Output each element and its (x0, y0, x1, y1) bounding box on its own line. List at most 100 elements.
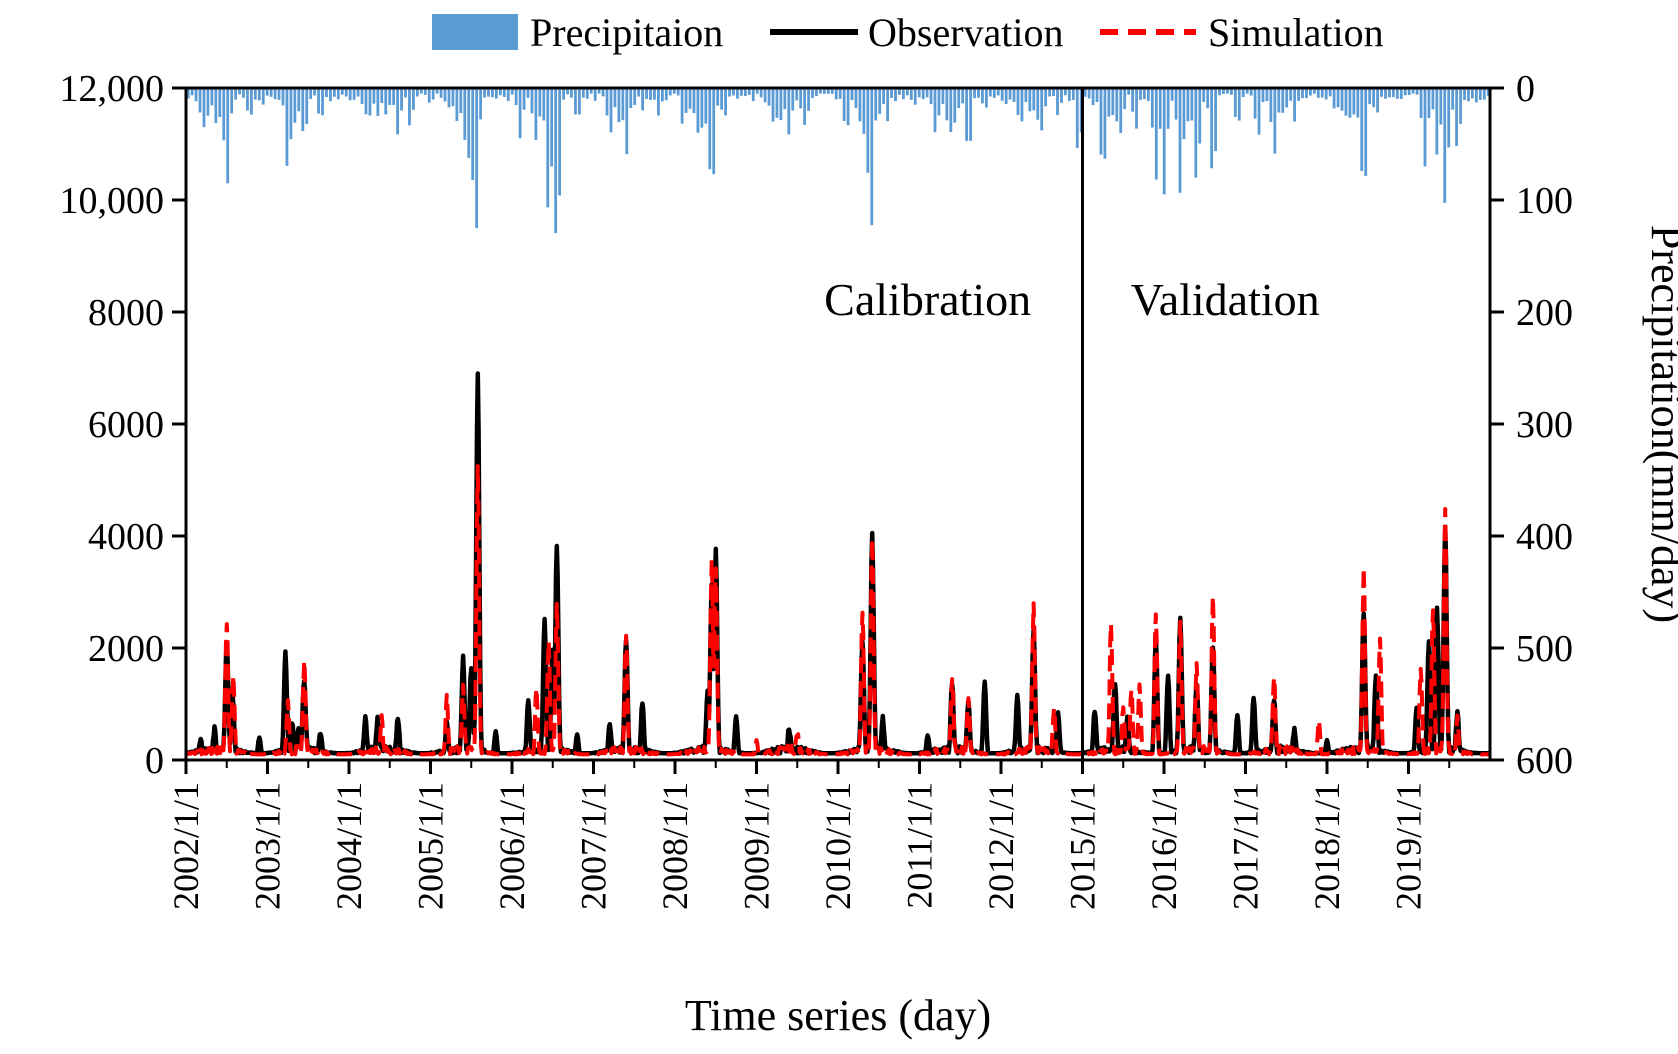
precip-bar (494, 88, 498, 99)
x-tick-label: 2012/1/1 (981, 782, 1021, 910)
precip-bar (589, 88, 593, 94)
precip-bar (1309, 88, 1312, 96)
x-tick-label: 2002/1/1 (166, 782, 206, 910)
precip-bar (1127, 88, 1131, 95)
precip-bar (676, 88, 680, 96)
precip-bar (1455, 88, 1459, 147)
precip-bar (558, 88, 562, 196)
precip-bar (277, 88, 281, 100)
precip-bar (775, 88, 779, 118)
precip-bar (1182, 88, 1186, 140)
precip-bar (380, 88, 384, 104)
precip-bar (562, 88, 565, 100)
precip-bar (1443, 88, 1447, 203)
precip-bar (1139, 88, 1142, 100)
axes (184, 86, 1492, 762)
precip-bar (1233, 88, 1237, 117)
precip-bar (988, 88, 992, 97)
precip-bar (894, 88, 897, 102)
precip-bar (392, 88, 396, 105)
precip-bar (218, 88, 222, 118)
precip-bar (479, 88, 482, 120)
precip-bar (917, 88, 921, 98)
precip-bar (1407, 88, 1411, 95)
precip-bar (1087, 88, 1091, 99)
left-tick-label: 6000 (88, 404, 164, 446)
precip-bar (1399, 88, 1403, 99)
precip-bar (909, 88, 913, 100)
calibration-label: Calibration (824, 274, 1031, 325)
precip-bar (1352, 88, 1356, 115)
precip-bar (929, 88, 933, 105)
precip-bar (518, 88, 522, 139)
precip-bar (637, 88, 641, 97)
precip-bar (250, 88, 253, 115)
precip-bar (767, 88, 771, 106)
precip-bar (384, 88, 388, 115)
precip-bar (1419, 88, 1423, 119)
x-tick-label: 2017/1/1 (1226, 782, 1266, 910)
precip-bar (234, 88, 237, 100)
precip-bar (1376, 88, 1379, 113)
precip-bar (787, 88, 791, 135)
precip-bar (1048, 88, 1052, 97)
precip-bar (1071, 88, 1075, 100)
precip-bar (1364, 88, 1368, 176)
precip-bar (724, 88, 727, 116)
precip-bar (1229, 88, 1233, 95)
precip-bar (566, 88, 569, 95)
right-tick-label: 400 (1516, 516, 1573, 558)
precip-bar (1245, 88, 1249, 94)
precip-bar (925, 88, 929, 98)
precip-bar (838, 88, 842, 99)
precip-bar (542, 88, 546, 121)
precip-bar (261, 88, 265, 105)
precip-bar (305, 88, 309, 124)
right-tick-label: 100 (1516, 180, 1573, 222)
precip-bar (1348, 88, 1352, 118)
precip-bar (447, 88, 451, 108)
precip-bar (498, 88, 502, 96)
x-tick-label: 2007/1/1 (574, 782, 614, 910)
precip-bar (1316, 88, 1320, 98)
precip-bar (1249, 88, 1253, 96)
validation-label: Validation (1131, 274, 1320, 325)
precip-bar (1012, 88, 1016, 102)
precip-bar (957, 88, 961, 109)
precip-bar (743, 88, 747, 96)
precip-bar (692, 88, 696, 114)
precip-bar (459, 88, 463, 114)
precip-bar (1415, 88, 1419, 95)
precip-bar (1040, 88, 1044, 131)
precip-bar (1174, 88, 1178, 120)
precip-bar (739, 88, 743, 96)
precip-bar (186, 88, 190, 99)
precip-bar (795, 88, 799, 101)
left-y-ticks: 0 2000 4000 6000 8000 10,000 12,000 (60, 68, 186, 782)
precip-bar (1285, 88, 1289, 108)
precip-bar (1435, 88, 1439, 155)
precip-bar (1459, 88, 1462, 124)
precip-bar (965, 88, 969, 141)
precip-bar (747, 88, 751, 95)
precip-bar (878, 88, 882, 114)
precip-bar (506, 88, 510, 102)
right-y-ticks: 0 100 200 300 400 500 600 (1490, 68, 1573, 782)
precip-bar (1486, 88, 1490, 96)
precip-bar (751, 88, 755, 102)
precip-bar (400, 88, 403, 111)
precip-bar (1447, 88, 1451, 148)
precip-bar (293, 88, 297, 123)
precip-bar (1273, 88, 1277, 154)
precip-bar (257, 88, 261, 101)
precip-bar (1016, 88, 1020, 116)
precip-bar (617, 88, 621, 123)
precip-bar (684, 88, 688, 113)
left-tick-label: 12,000 (60, 68, 165, 110)
precip-bar (530, 88, 534, 114)
x-tick-label: 2003/1/1 (248, 782, 288, 910)
precip-bar (1261, 88, 1265, 103)
precip-bar (905, 88, 909, 96)
precip-bar (668, 88, 672, 96)
